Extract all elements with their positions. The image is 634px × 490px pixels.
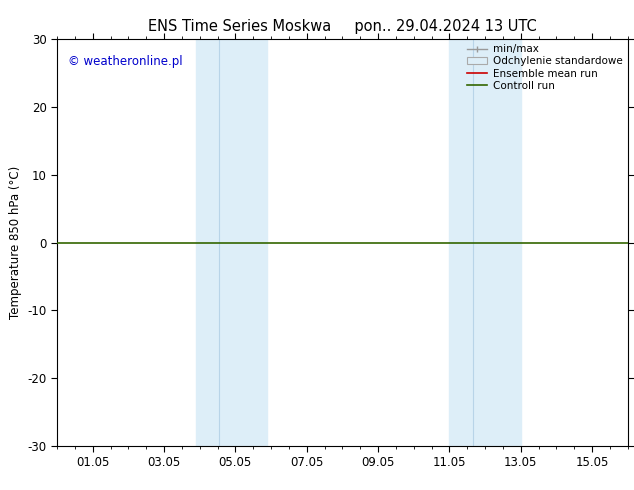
Title: ENS Time Series Moskwa     pon.. 29.04.2024 13 UTC: ENS Time Series Moskwa pon.. 29.04.2024 … <box>148 19 537 34</box>
Text: © weatheronline.pl: © weatheronline.pl <box>68 55 183 69</box>
Bar <box>450 39 521 446</box>
Legend: min/max, Odchylenie standardowe, Ensemble mean run, Controll run: min/max, Odchylenie standardowe, Ensembl… <box>463 41 626 94</box>
Y-axis label: Temperature 850 hPa (°C): Temperature 850 hPa (°C) <box>9 166 22 319</box>
Bar <box>196 39 268 446</box>
